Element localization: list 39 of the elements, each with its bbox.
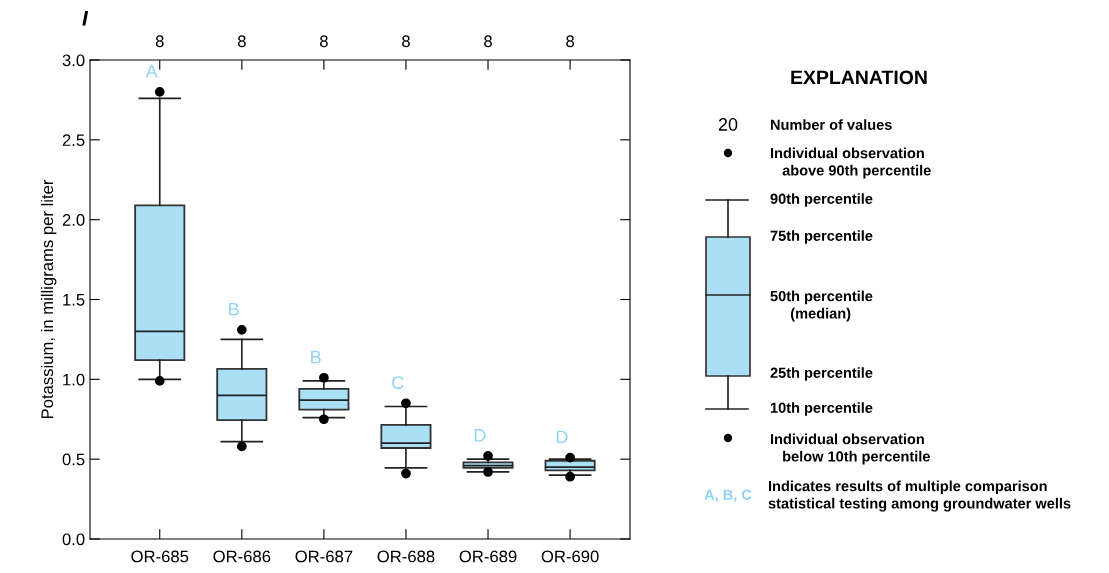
y-tick-label: 0.0 <box>62 533 85 546</box>
y-tick-label: 3.0 <box>62 54 85 67</box>
annotation: D <box>474 429 486 442</box>
text: 8 <box>319 35 328 48</box>
x-tick-label: OR-689 <box>459 550 517 563</box>
text: 50th percentile (median) <box>770 290 873 322</box>
x-tick-label: OR-686 <box>213 550 271 563</box>
text: 8 <box>237 35 246 48</box>
y-tick-label: 2.5 <box>62 134 85 147</box>
annotation: D <box>556 430 568 444</box>
text: Number of values <box>770 119 892 130</box>
text: Individual observation below 10th percentile <box>770 433 930 465</box>
y-tick-label: 1.5 <box>63 294 85 306</box>
x-tick-label: OR-688 <box>377 550 435 563</box>
x-tick-label: OR-685 <box>131 550 189 563</box>
x-tick-label: OR-690 <box>541 550 599 563</box>
y-tick-label: 2.0 <box>62 214 85 226</box>
legend-title: EXPLANATION <box>791 70 927 85</box>
text: 75th percentile <box>770 230 873 244</box>
y-axis-title: Potassium, in milligrams per liter <box>40 179 57 419</box>
text: 8 <box>484 35 492 48</box>
text: 8 <box>155 35 164 48</box>
y-tick-label: 0.5 <box>62 453 85 466</box>
text: 8 <box>402 35 410 48</box>
text: 8 <box>566 35 574 48</box>
text: A, B, C <box>704 489 752 503</box>
annotation: B <box>311 350 321 364</box>
annotation: B <box>229 302 239 316</box>
x-tick-label: OR-687 <box>295 550 353 563</box>
chart-title: I <box>82 11 89 26</box>
text: Indicates results of multiple comparison statistical testing among groundwater wells <box>768 480 1071 512</box>
text: 10th percentile <box>770 402 873 416</box>
text: 20 <box>718 118 738 131</box>
annotation: C <box>392 376 404 389</box>
text: 25th percentile <box>770 367 873 381</box>
annotation: A <box>145 65 158 78</box>
text: Individual observation above 90th percentile <box>770 147 931 179</box>
y-tick-label: 1.0 <box>63 373 85 386</box>
text: 90th percentile <box>770 193 873 207</box>
